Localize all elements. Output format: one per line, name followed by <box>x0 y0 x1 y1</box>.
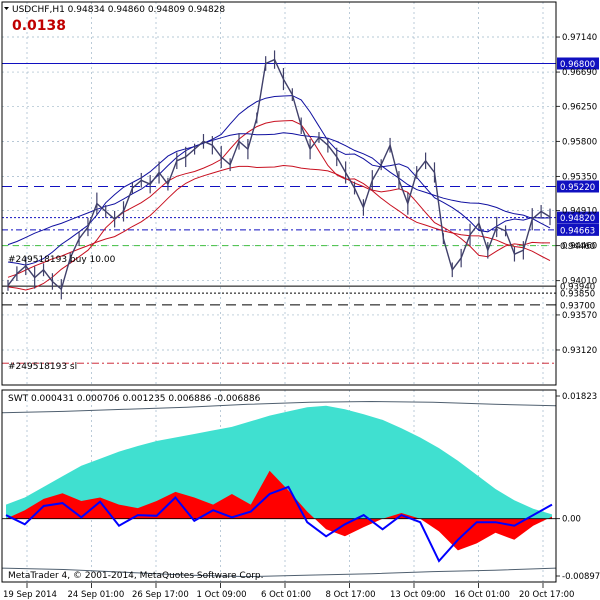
price-line <box>7 58 551 291</box>
blue-line <box>5 485 553 563</box>
lower-signal-line <box>1 567 557 578</box>
level-price-tag <box>557 211 599 224</box>
level-price-tag <box>557 180 599 193</box>
y-tick-label: 0.94460 <box>562 242 597 252</box>
chart-title: USDCHF,H1 0.94834 0.94860 0.94809 0.9482… <box>12 5 225 15</box>
level-price-tag <box>557 57 599 70</box>
y-axis-main: 0.96800 0.95220 0.94820 0.94663 0.94460 0.939… <box>556 33 599 356</box>
y-tick-label: 0.95800 <box>562 137 597 147</box>
slow-lower-line <box>7 164 551 278</box>
y-tick-label: 0.96690 <box>562 68 597 78</box>
y-tick-label: -0.008972 <box>562 572 600 582</box>
lower-band-line <box>7 119 550 291</box>
y-tick-label: 0.94910 <box>562 207 597 217</box>
level-price-label: 0.95220 <box>560 183 595 193</box>
level-price-label: 0.96800 <box>560 60 595 70</box>
x-tick-label: 16 Oct 01:00 <box>455 590 510 600</box>
level-price-label: 0.94663 <box>560 226 595 236</box>
y-tick-label: 0.01823 <box>562 392 597 402</box>
level-price-label: 0.93850 <box>560 290 595 300</box>
x-tick-label: 6 Oct 01:00 <box>261 590 311 600</box>
y-tick-label: 0.95350 <box>562 172 597 182</box>
level-price-label: 0.93940 <box>560 283 595 293</box>
x-tick-label: 26 Sep 17:00 <box>132 590 189 600</box>
upper-band-line <box>7 95 551 266</box>
order-label-sl: #249518193 sl <box>8 362 77 372</box>
cyan-area <box>6 405 552 519</box>
osc-series <box>1 400 557 578</box>
level-price-label: 0.94460 <box>560 242 595 252</box>
main-grid <box>2 1 556 386</box>
slow-upper-line <box>7 132 551 246</box>
osc-panel-frame <box>1 389 557 583</box>
copyright-text: MetaTrader 4, © 2001-2014, MetaQuotes So… <box>8 571 264 581</box>
chevron-down-icon[interactable] <box>4 7 9 10</box>
x-tick-label: 1 Oct 09:00 <box>197 590 247 600</box>
level-price-label: 0.94820 <box>560 214 595 224</box>
x-tick-label: 19 Sep 2014 <box>3 590 57 600</box>
main-panel-frame <box>1 1 557 386</box>
y-tick-label: 0.93120 <box>562 346 597 356</box>
price-series <box>7 50 551 300</box>
indicator-value: 0.0138 <box>12 18 66 34</box>
level-price-tag <box>557 223 599 236</box>
x-tick-label: 20 Oct 17:00 <box>519 590 574 600</box>
horizontal-levels[interactable] <box>2 62 556 306</box>
y-tick-label: 0.96250 <box>562 102 597 112</box>
level-price-label: 0.93700 <box>560 301 595 311</box>
x-tick-label: 8 Oct 17:00 <box>326 590 376 600</box>
y-tick-label: 0.93570 <box>562 311 597 321</box>
y-tick-label: 0.94010 <box>562 277 597 287</box>
frames <box>1 1 557 583</box>
x-tick-label: 13 Oct 09:00 <box>390 590 445 600</box>
y-tick-label: 0.00 <box>562 515 581 525</box>
bands <box>2 95 556 364</box>
osc-title: SWT 0.000431 0.000706 0.001235 0.006886 … <box>8 394 261 404</box>
x-tick-label: 24 Sep 01:00 <box>68 590 125 600</box>
upper-signal-line <box>1 400 557 414</box>
red-area <box>6 470 552 551</box>
x-axis: 19 Sep 2014 24 Sep 01:00 26 Sep 17:00 1 Oct… <box>3 583 574 600</box>
y-axis-osc: 0.01823 0.00 -0.008972 <box>556 392 600 582</box>
y-tick-label: 0.97140 <box>562 33 597 43</box>
order-label-buy: #249518193 buy 10.00 <box>8 255 116 265</box>
